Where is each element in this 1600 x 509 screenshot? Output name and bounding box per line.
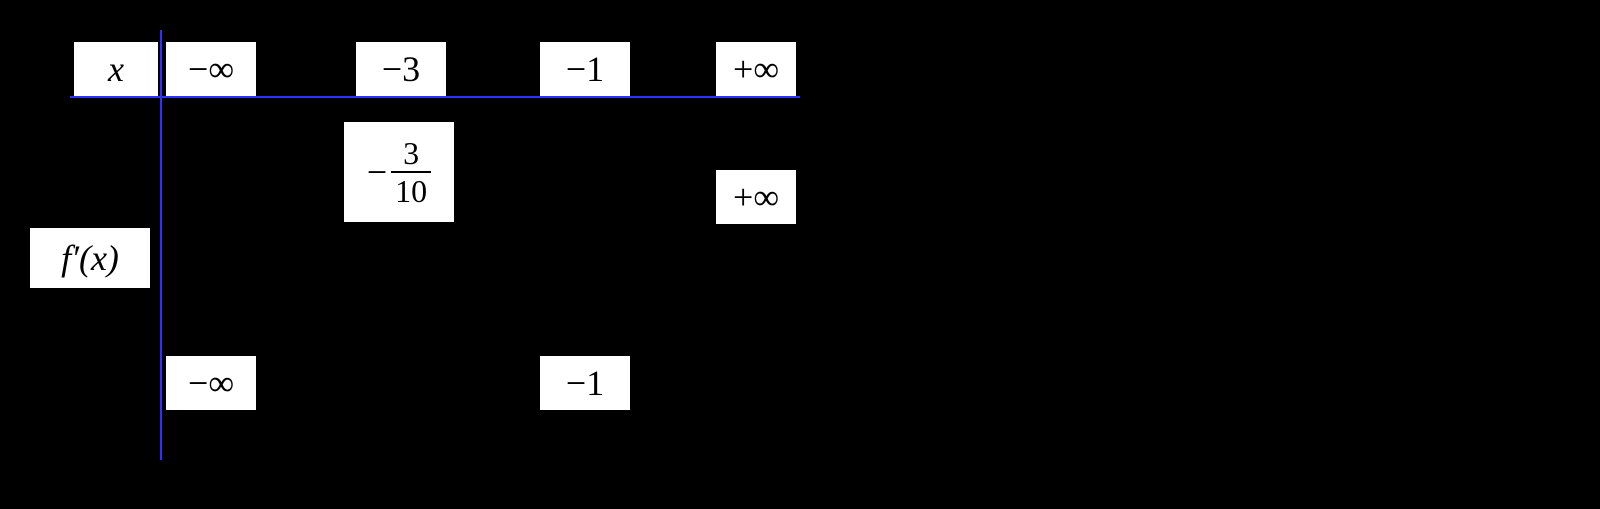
func-max1-value: − 3 10 [367, 137, 431, 207]
func-label-text: f′(x) [61, 237, 119, 279]
func-start-low: −∞ [166, 356, 256, 410]
arrow-up-1 [268, 190, 338, 340]
header-x-label: x [108, 48, 124, 90]
func-end-high-label: +∞ [733, 176, 779, 218]
header-c1-label: −3 [382, 48, 420, 90]
header-pos-inf-label: +∞ [733, 48, 779, 90]
header-c2-label: −1 [566, 48, 604, 90]
frac-stack: 3 10 [391, 137, 431, 207]
header-neg-inf: −∞ [166, 42, 256, 96]
func-label: f′(x) [30, 228, 150, 288]
func-min1-label: −1 [566, 362, 604, 404]
frac-minus: − [367, 151, 387, 193]
frac-den: 10 [391, 175, 431, 207]
table-horizontal-line [70, 96, 800, 98]
header-neg-inf-label: −∞ [188, 48, 234, 90]
frac-num: 3 [399, 137, 423, 169]
variation-table: x −∞ −3 −1 +∞ f′(x) −∞ − 3 10 −1 +∞ [0, 0, 1600, 509]
func-min1: −1 [540, 356, 630, 410]
header-pos-inf: +∞ [716, 42, 796, 96]
arrow-up-2 [640, 190, 710, 340]
table-vertical-line [160, 30, 162, 460]
func-end-high: +∞ [716, 170, 796, 224]
func-start-low-label: −∞ [188, 362, 234, 404]
header-x: x [74, 42, 158, 96]
arrow-down-1 [460, 190, 530, 340]
header-c1: −3 [356, 42, 446, 96]
func-max1: − 3 10 [344, 122, 454, 222]
header-c2: −1 [540, 42, 630, 96]
